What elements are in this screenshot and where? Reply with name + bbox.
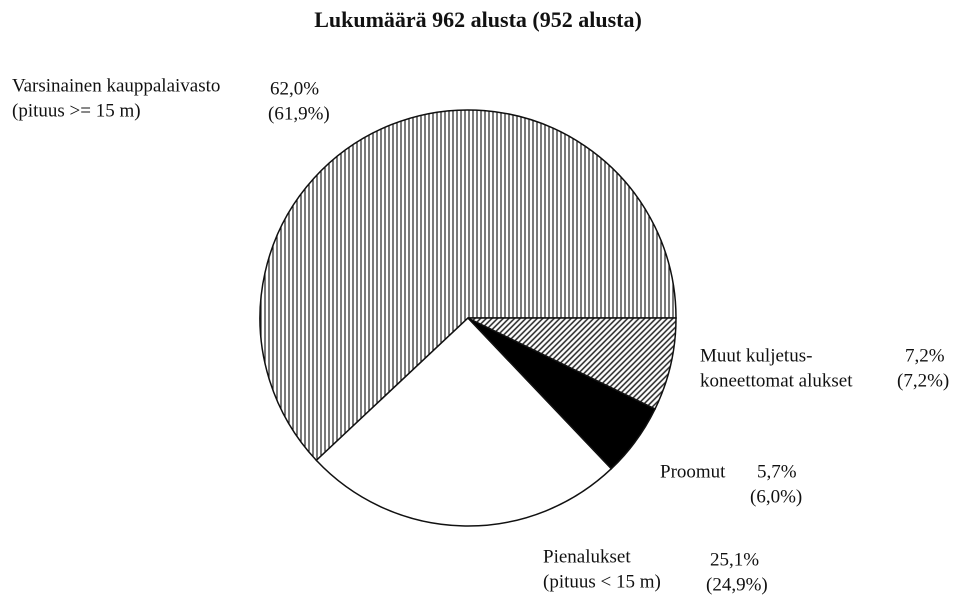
value-label: 62,0% xyxy=(270,78,319,99)
comparison-label: (7,2%) xyxy=(897,370,949,391)
category-label: Varsinainen kauppalaivasto xyxy=(12,75,220,96)
category-label: koneettomat alukset xyxy=(700,370,853,391)
category-label: Pienalukset xyxy=(543,546,631,567)
pie-slice xyxy=(467,317,677,410)
category-label: Muut kuljetus- xyxy=(700,345,812,366)
category-label: Proomut xyxy=(660,461,726,482)
value-label: 25,1% xyxy=(710,549,759,570)
category-label: (pituus < 15 m) xyxy=(543,571,661,592)
pie-slice xyxy=(315,316,613,527)
category-label: (pituus >= 15 m) xyxy=(12,100,141,121)
comparison-label: (61,9%) xyxy=(268,103,330,124)
comparison-label: (6,0%) xyxy=(750,486,802,507)
value-label: 7,2% xyxy=(905,345,945,366)
value-label: 5,7% xyxy=(757,461,797,482)
comparison-label: (24,9%) xyxy=(706,574,768,595)
pie-slice xyxy=(259,109,677,462)
chart-title: Lukumäärä 962 alusta (952 alusta) xyxy=(314,7,642,32)
